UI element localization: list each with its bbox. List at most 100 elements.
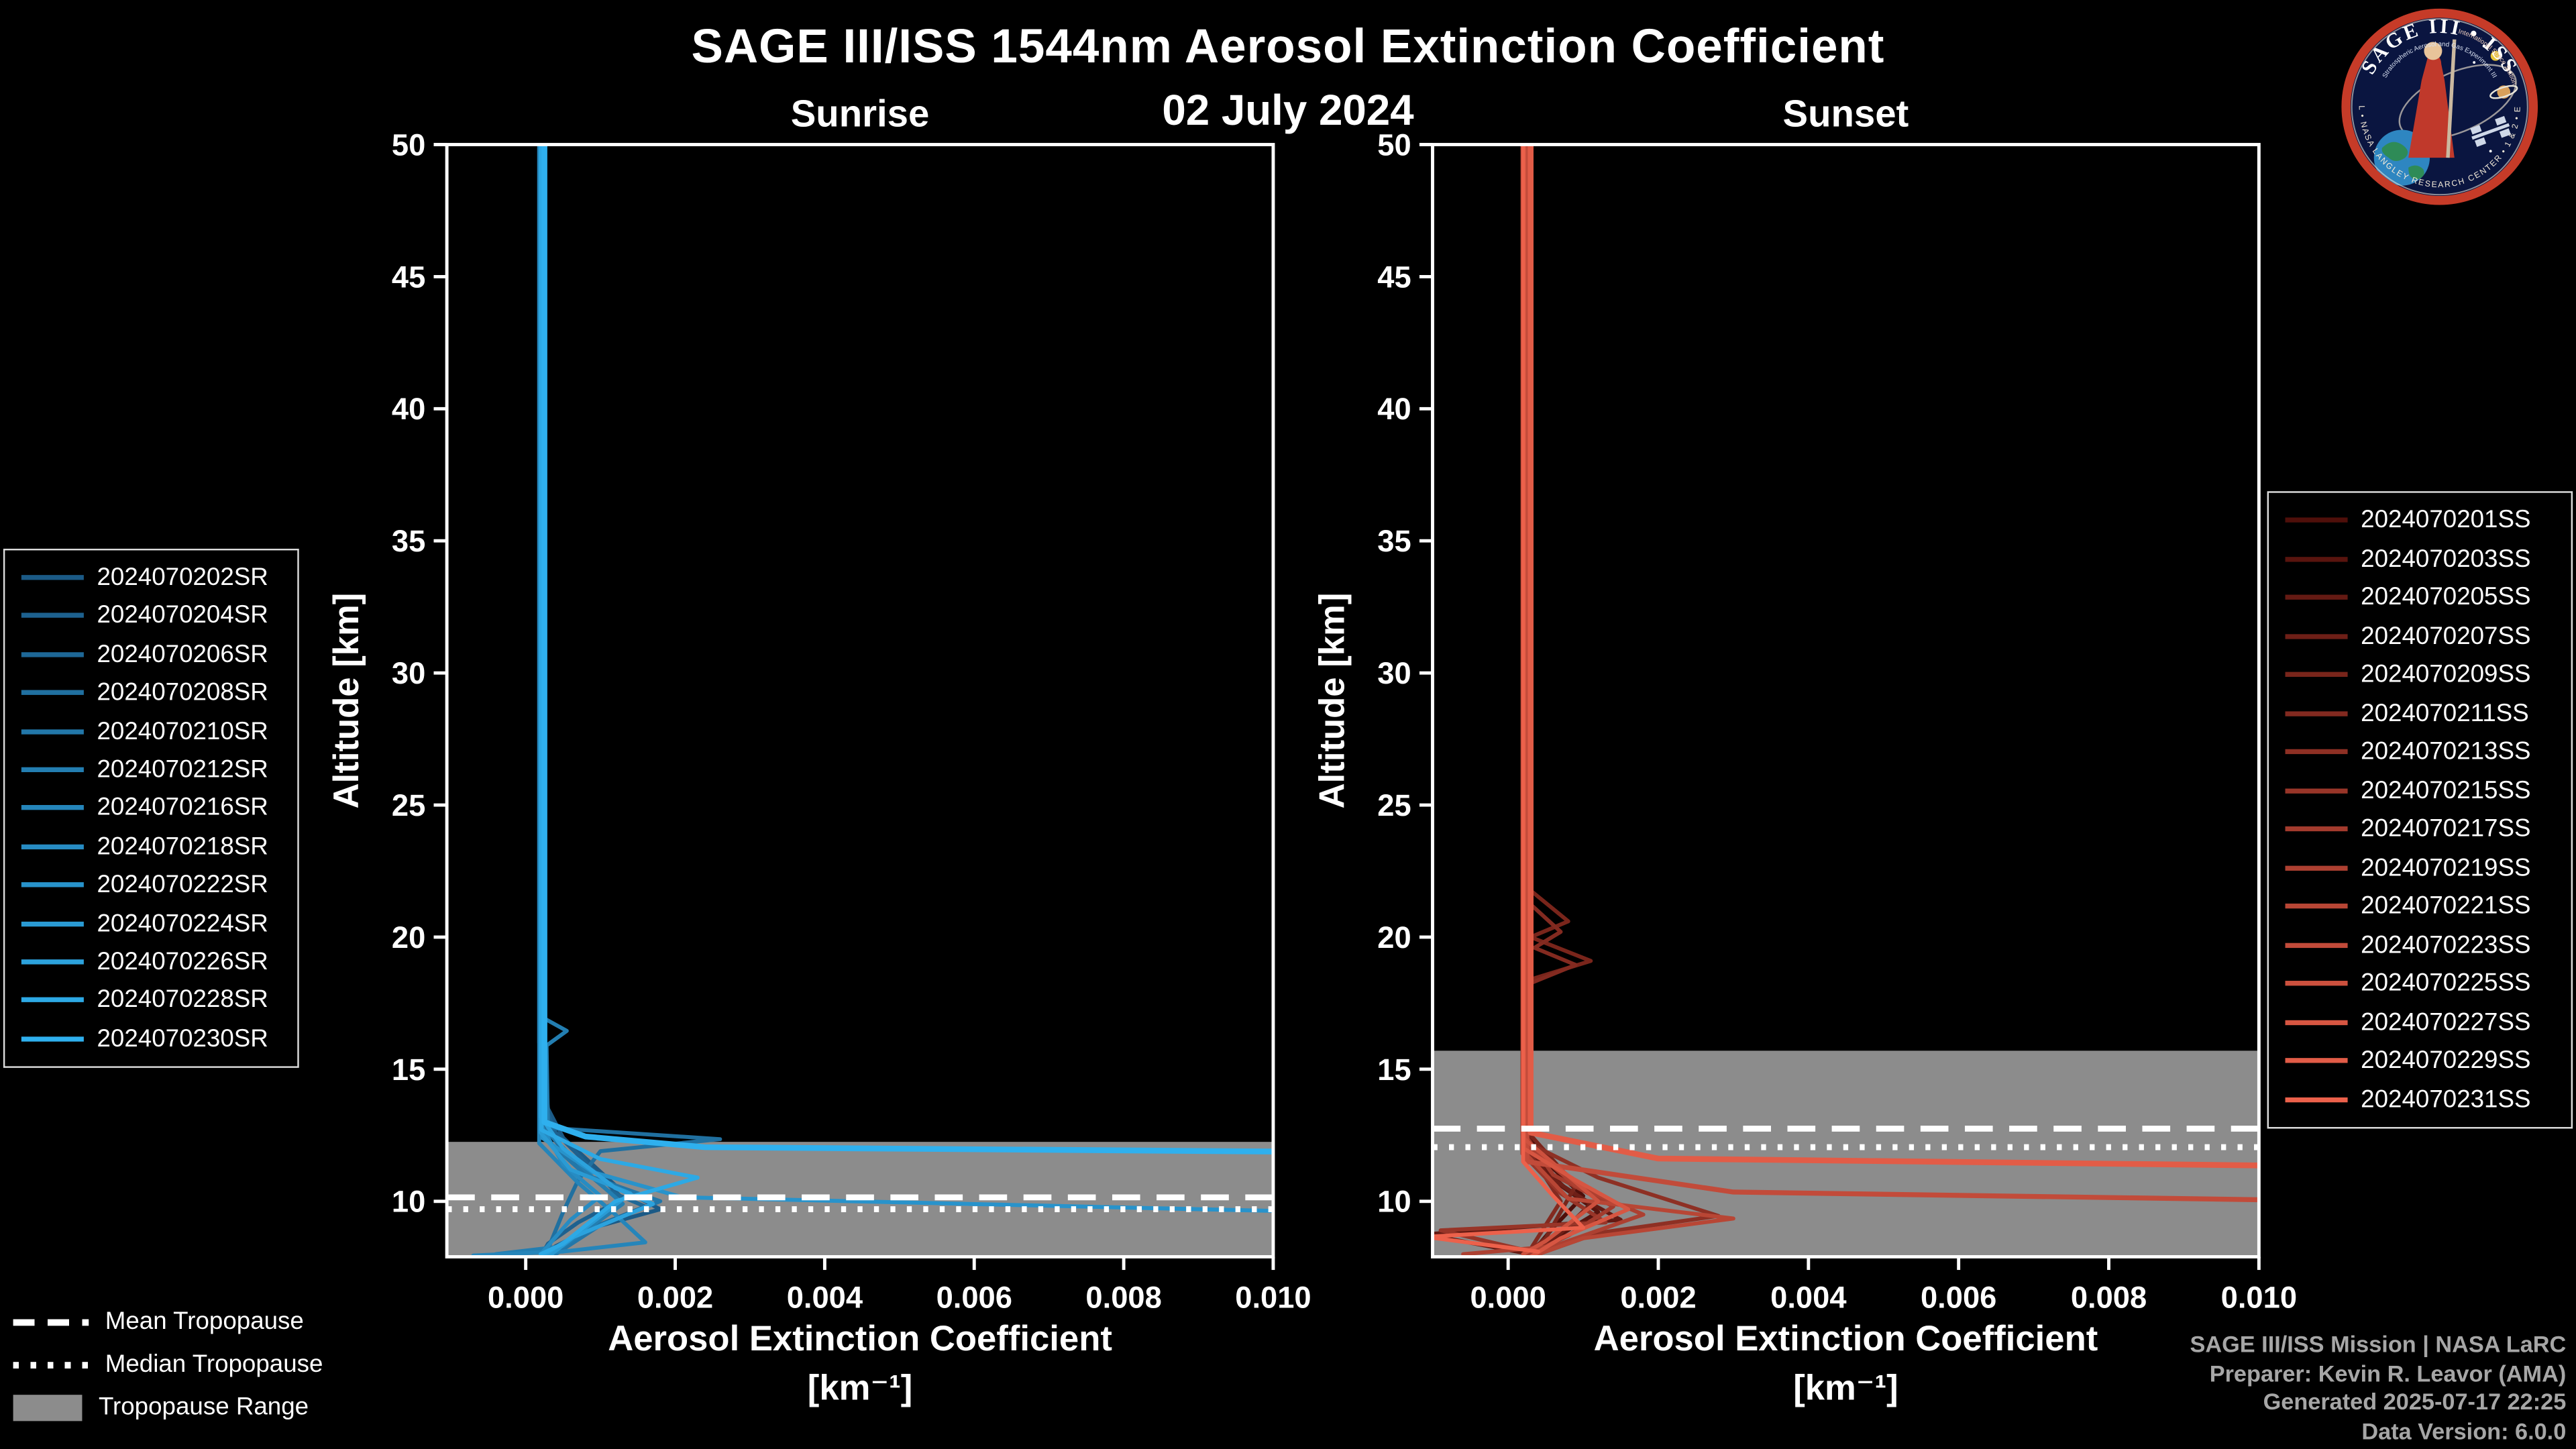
legend-line-swatch bbox=[21, 767, 84, 773]
profile-line bbox=[539, 144, 700, 1256]
logo-outer-ring bbox=[2341, 8, 2538, 205]
legend-item: 2024070210SR bbox=[21, 717, 281, 745]
profile-line bbox=[540, 144, 1273, 1214]
profile-line bbox=[539, 144, 633, 1257]
legend-label: 2024070204SR bbox=[97, 602, 268, 630]
profile-line bbox=[537, 144, 647, 1256]
legend-label: 2024070229SS bbox=[2361, 1047, 2531, 1075]
legend-item: 2024070212SR bbox=[21, 756, 281, 784]
x-axis-units-label: [km⁻¹] bbox=[808, 1368, 912, 1408]
legend-label: 2024070209SS bbox=[2361, 660, 2531, 689]
x-axis-label: Aerosol Extinction Coefficient bbox=[608, 1319, 1112, 1358]
legend-item: 2024070222SR bbox=[21, 871, 281, 899]
legend-item: 2024070227SS bbox=[2285, 1008, 2555, 1037]
legend-item: 2024070217SS bbox=[2285, 815, 2555, 843]
preparer-credit: Preparer: Kevin R. Leavor (AMA) bbox=[2209, 1359, 2567, 1386]
legend-item: 2024070221SS bbox=[2285, 893, 2555, 920]
legend-label: 2024070205SS bbox=[2361, 583, 2531, 612]
x-tick-label: 0.008 bbox=[1085, 1280, 1161, 1314]
legend-label: 2024070223SS bbox=[2361, 931, 2531, 959]
y-tick-label: 35 bbox=[1377, 524, 1411, 558]
profile-line bbox=[537, 144, 663, 1257]
y-tick-label: 30 bbox=[1377, 656, 1411, 690]
legend-line-swatch bbox=[21, 921, 84, 926]
y-tick-label: 10 bbox=[1377, 1185, 1411, 1219]
legend-label: 2024070224SR bbox=[97, 909, 268, 938]
profile-line bbox=[494, 144, 625, 1256]
profile-lines-group bbox=[471, 144, 1273, 1257]
y-tick-label: 25 bbox=[1377, 788, 1411, 822]
legend-label: 2024070230SR bbox=[97, 1024, 268, 1053]
dashed-line-swatch bbox=[13, 1318, 89, 1326]
legend-item: 2024070207SS bbox=[2285, 622, 2555, 650]
y-axis-label: Altitude [km] bbox=[327, 593, 366, 809]
x-tick-label: 0.004 bbox=[787, 1280, 863, 1314]
legend-item: 2024070228SR bbox=[21, 986, 281, 1015]
page-title: SAGE III/ISS 1544nm Aerosol Extinction C… bbox=[691, 21, 1885, 74]
iss-graphic bbox=[2470, 115, 2511, 147]
x-tick-label: 0.008 bbox=[2071, 1280, 2147, 1314]
x-tick-label: 0.010 bbox=[1235, 1280, 1311, 1314]
legend-label: 2024070207SS bbox=[2361, 622, 2531, 650]
legend-label: 2024070225SS bbox=[2361, 969, 2531, 998]
y-tick-label: 50 bbox=[392, 127, 425, 162]
legend-item: 2024070213SS bbox=[2285, 738, 2555, 766]
legend-item: 2024070216SR bbox=[21, 794, 281, 822]
legend-line-swatch bbox=[21, 844, 84, 849]
axes-frame bbox=[1431, 143, 2261, 1258]
y-tick-label: 10 bbox=[392, 1185, 425, 1219]
y-tick-label: 45 bbox=[392, 260, 425, 294]
dotted-line-swatch bbox=[13, 1360, 89, 1368]
y-tick-label: 50 bbox=[1377, 127, 1411, 162]
legend-item: 2024070206SR bbox=[21, 640, 281, 669]
legend-line-swatch bbox=[2285, 904, 2348, 910]
y-tick-label: 20 bbox=[1377, 920, 1411, 955]
legend-line-swatch bbox=[2285, 1020, 2348, 1025]
legend-label: 2024070227SS bbox=[2361, 1008, 2531, 1037]
y-tick-label: 35 bbox=[392, 524, 425, 558]
y-tick-label: 15 bbox=[1377, 1053, 1411, 1087]
legend-label: 2024070218SR bbox=[97, 833, 268, 861]
planet-graphic bbox=[2490, 50, 2501, 61]
profile-line bbox=[1432, 144, 1586, 1254]
legend-line-swatch bbox=[21, 651, 84, 657]
profile-line bbox=[539, 144, 625, 1257]
footer-credits: SAGE III/ISS Mission | NASA LaRC Prepare… bbox=[2190, 1331, 2566, 1446]
legend-label: 2024070217SS bbox=[2361, 815, 2531, 843]
median-tropopause-legend-item: Median Tropopause bbox=[13, 1350, 323, 1379]
legend-label: 2024070206SR bbox=[97, 640, 268, 669]
profile-line bbox=[539, 144, 722, 1251]
legend-line-swatch bbox=[21, 882, 84, 888]
legend-item: 2024070225SS bbox=[2285, 969, 2555, 998]
legend-item: 2024070201SS bbox=[2285, 506, 2555, 534]
sunrise-panel-title: Sunrise bbox=[790, 92, 930, 135]
legend-item: 2024070223SS bbox=[2285, 931, 2555, 959]
legend-line-swatch bbox=[2285, 1059, 2348, 1064]
legend-item: 2024070219SS bbox=[2285, 854, 2555, 882]
mission-credit: SAGE III/ISS Mission | NASA LaRC bbox=[2190, 1330, 2567, 1357]
x-tick-label: 0.010 bbox=[2221, 1280, 2297, 1314]
mean-tropopause-legend-item: Mean Tropopause bbox=[13, 1307, 323, 1336]
legend-label: 2024070231SS bbox=[2361, 1085, 2531, 1114]
y-tick-label: 40 bbox=[1377, 392, 1411, 426]
legend-label: 2024070228SR bbox=[97, 986, 268, 1015]
x-tick-label: 0.006 bbox=[1921, 1280, 1996, 1314]
x-tick-label: 0.002 bbox=[1620, 1280, 1696, 1314]
legend-item: 2024070208SR bbox=[21, 679, 281, 707]
y-tick-label: 15 bbox=[392, 1053, 425, 1087]
profile-line bbox=[539, 144, 655, 1257]
legend-item: 2024070218SR bbox=[21, 833, 281, 861]
x-tick-label: 0.004 bbox=[1770, 1280, 1846, 1314]
axes-frame bbox=[445, 143, 1275, 1258]
legend-line-swatch bbox=[2285, 1097, 2348, 1103]
legend-line-swatch bbox=[2285, 981, 2348, 987]
legend-label: 2024070226SR bbox=[97, 948, 268, 976]
legend-line-swatch bbox=[21, 806, 84, 811]
legend-label: 2024070216SR bbox=[97, 794, 268, 822]
legend-item: 2024070215SS bbox=[2285, 777, 2555, 804]
legend-line-swatch bbox=[21, 613, 84, 619]
profile-line bbox=[539, 144, 603, 1256]
y-tick-label: 25 bbox=[392, 788, 425, 822]
legend-item: 2024070211SS bbox=[2285, 699, 2555, 727]
